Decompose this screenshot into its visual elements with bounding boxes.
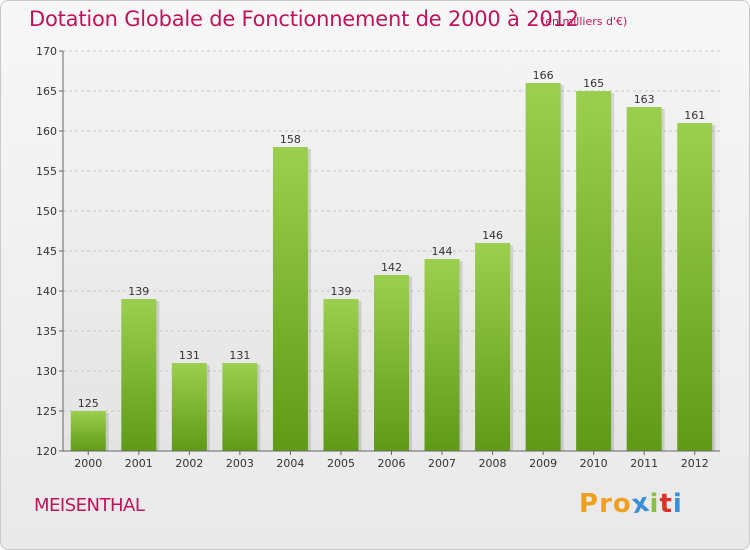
y-tick-label: 155 (36, 165, 57, 178)
x-tick-label: 2011 (630, 457, 658, 470)
bar-value-label: 165 (583, 77, 604, 90)
x-tick-label: 2008 (479, 457, 507, 470)
x-tick-label: 2010 (580, 457, 608, 470)
chart-title: Dotation Globale de Fonctionnement de 20… (29, 7, 579, 31)
bar-value-label: 158 (280, 133, 301, 146)
bar (424, 259, 460, 451)
bar-value-label: 139 (128, 285, 149, 298)
bar (323, 299, 359, 451)
bar-value-label: 139 (330, 285, 351, 298)
y-tick-label: 130 (36, 365, 57, 378)
x-tick-label: 2003 (226, 457, 254, 470)
x-tick-label: 2000 (74, 457, 102, 470)
city-name: MEISENTHAL (34, 495, 145, 516)
bar-value-label: 146 (482, 229, 503, 242)
y-tick-label: 165 (36, 85, 57, 98)
logo-letter: r (599, 489, 613, 519)
x-tick-label: 2004 (276, 457, 304, 470)
y-tick-label: 150 (36, 205, 57, 218)
bar-value-label: 131 (229, 349, 250, 362)
logo-letter: i (649, 489, 660, 519)
x-tick-label: 2012 (681, 457, 709, 470)
y-tick-label: 140 (36, 285, 57, 298)
x-tick-label: 2006 (378, 457, 406, 470)
chart-subtitle: (en milliers d'€) (541, 15, 628, 28)
bar-value-label: 142 (381, 261, 402, 274)
bar (222, 363, 258, 451)
bar (525, 83, 561, 451)
logo-letter: i (672, 489, 683, 519)
bar (374, 275, 409, 451)
y-tick-label: 145 (36, 245, 57, 258)
x-tick-label: 2009 (529, 457, 557, 470)
bar (677, 123, 713, 451)
bar-value-label: 163 (634, 93, 655, 106)
bar (171, 363, 207, 451)
bar (272, 147, 308, 451)
x-tick-label: 2002 (175, 457, 203, 470)
bar (475, 243, 511, 451)
bar-value-label: 166 (533, 69, 554, 82)
x-tick-label: 2001 (125, 457, 153, 470)
proxiti-logo: Proxiti (579, 488, 683, 521)
logo-letter: t (659, 489, 673, 519)
y-tick-label: 170 (36, 45, 57, 58)
logo-letter: o (612, 489, 632, 519)
logo-letter: P (579, 489, 600, 519)
x-tick-label: 2005 (327, 457, 355, 470)
bar-value-label: 161 (684, 109, 705, 122)
bar (121, 299, 157, 451)
bar (70, 411, 106, 451)
bar-value-label: 125 (78, 397, 99, 410)
bar (626, 107, 662, 451)
bar-value-label: 144 (432, 245, 453, 258)
y-tick-label: 125 (36, 405, 57, 418)
x-tick-label: 2007 (428, 457, 456, 470)
y-tick-label: 135 (36, 325, 57, 338)
bar-value-label: 131 (179, 349, 200, 362)
bar (576, 91, 612, 451)
y-tick-label: 160 (36, 125, 57, 138)
y-tick-label: 120 (36, 445, 57, 458)
